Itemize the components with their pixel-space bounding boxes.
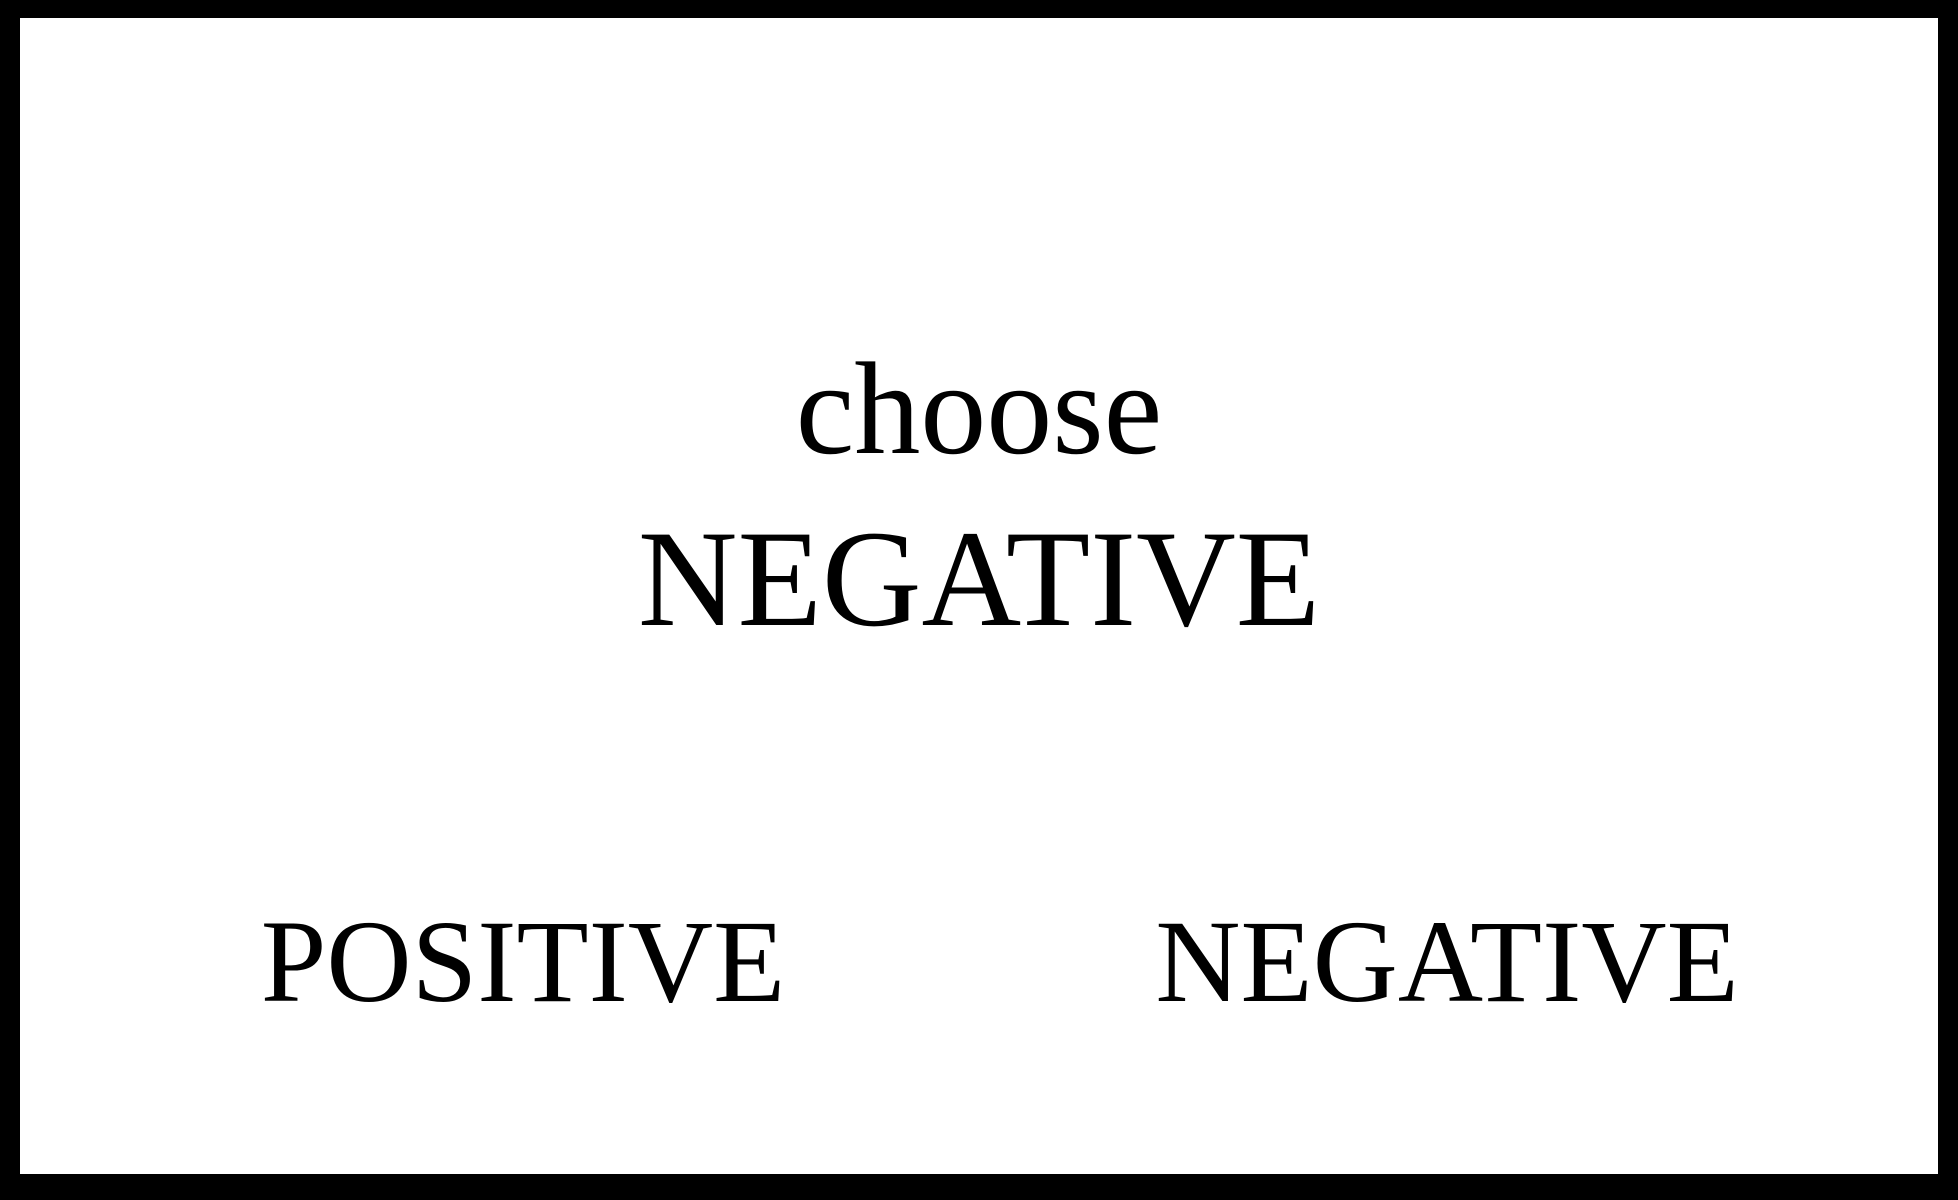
option-negative[interactable]: NEGATIVE xyxy=(1155,896,1739,1027)
target-word: NEGATIVE xyxy=(637,502,1321,655)
task-screen: choose NEGATIVE POSITIVE NEGATIVE xyxy=(20,18,1938,1174)
option-positive[interactable]: POSITIVE xyxy=(260,896,786,1027)
instruction-verb: choose xyxy=(795,335,1163,482)
